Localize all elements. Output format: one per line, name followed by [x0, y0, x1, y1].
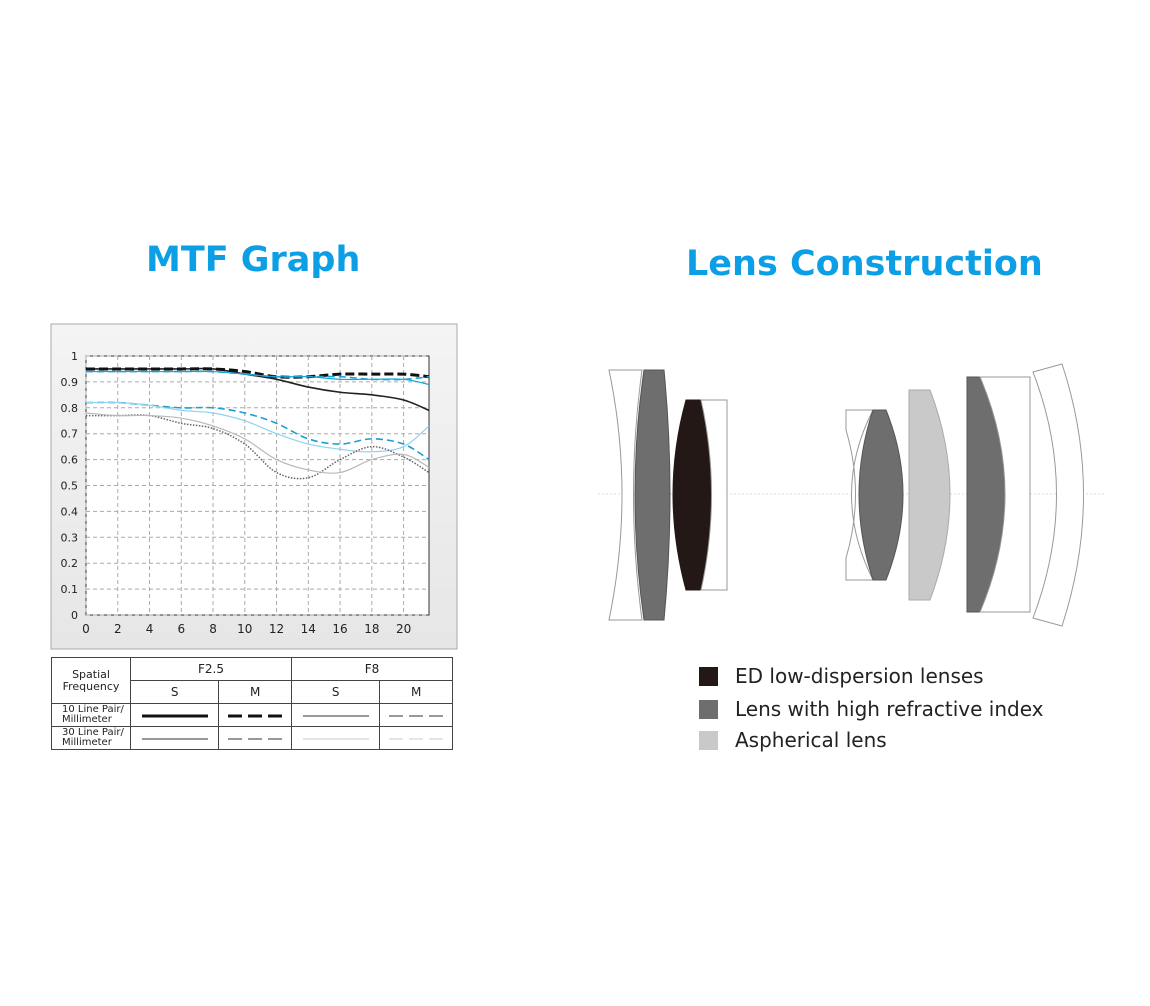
lens-title: Lens Construction	[686, 244, 1043, 284]
legend-swatch	[699, 731, 718, 750]
y-tick-label: 0	[71, 609, 78, 622]
x-tick-label: 4	[146, 622, 154, 636]
lens-diagram	[598, 363, 1106, 627]
y-tick-label: 0.4	[61, 505, 79, 518]
type: M	[218, 680, 292, 704]
x-tick-label: 8	[209, 622, 217, 636]
aperture: F2.5	[130, 657, 292, 681]
type: S	[290, 680, 381, 704]
legend-swatch	[699, 700, 718, 719]
legend-item: ED low-dispersion lenses	[699, 664, 984, 688]
y-tick-label: 0.3	[61, 531, 79, 544]
y-tick-label: 0.6	[61, 454, 79, 467]
y-tick-label: 0.1	[61, 583, 79, 596]
x-tick-label: 18	[364, 622, 379, 636]
y-tick-label: 1	[71, 350, 78, 363]
y-tick-label: 0.5	[61, 480, 79, 493]
type: M	[379, 680, 453, 704]
legend-item: Aspherical lens	[699, 728, 887, 752]
table-corner: Spatial Frequency	[51, 657, 131, 704]
x-tick-label: 20	[396, 622, 411, 636]
x-tick-label: 6	[177, 622, 185, 636]
chart-title: MTF Graph	[146, 240, 361, 280]
x-tick-label: 10	[237, 622, 252, 636]
mtf-line	[85, 412, 430, 474]
y-tick-label: 0.8	[61, 402, 79, 415]
x-tick-label: 14	[301, 622, 316, 636]
row-label: 30 Line Pair/ Millimeter	[51, 726, 131, 750]
y-tick-label: 0.7	[61, 428, 79, 441]
y-tick-label: 0.9	[61, 376, 79, 389]
x-tick-label: 2	[114, 622, 122, 636]
legend-label: Aspherical lens	[735, 728, 887, 752]
x-tick-label: 0	[82, 622, 90, 636]
row-label: 10 Line Pair/ Millimeter	[51, 703, 131, 727]
x-tick-label: 12	[269, 622, 284, 636]
legend-item: Lens with high refractive index	[699, 697, 1044, 721]
mtf-line	[85, 401, 430, 453]
y-tick-label: 0.2	[61, 557, 79, 570]
mtf-line	[85, 367, 430, 379]
legend-label: ED low-dispersion lenses	[735, 664, 984, 688]
mtf-line	[86, 370, 430, 381]
x-tick-label: 16	[332, 622, 347, 636]
legend-swatch	[699, 667, 718, 686]
aperture: F8	[290, 657, 454, 681]
type: S	[129, 680, 220, 704]
legend-label: Lens with high refractive index	[735, 697, 1044, 721]
